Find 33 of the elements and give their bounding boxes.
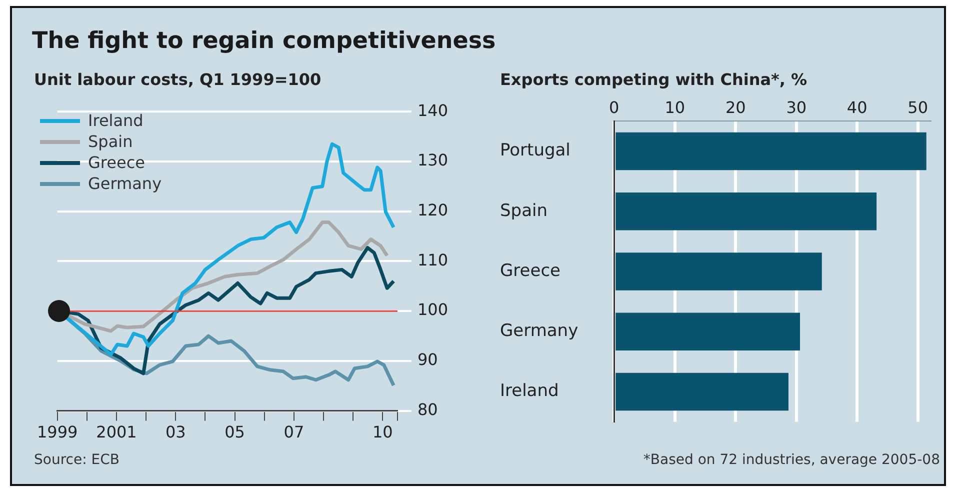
y-tick-label: 100 [417, 300, 448, 320]
x-tick-label: 05 [224, 422, 245, 442]
chart-title: The fight to regain competitiveness [32, 28, 496, 54]
x-tick-label: 0 [609, 98, 620, 117]
x-tick-label: 40 [846, 98, 868, 117]
y-tick-label: Portugal [500, 140, 570, 161]
y-tick-label: Germany [500, 321, 578, 342]
y-tick-label: 120 [417, 200, 448, 220]
y-tick-label: 110 [417, 250, 448, 270]
x-tick-label: 03 [165, 422, 186, 442]
x-tick-label: 1999 [37, 422, 78, 442]
legend-label: Germany [88, 173, 162, 194]
y-tick-label: Greece [500, 260, 561, 281]
y-tick-label: Ireland [500, 381, 559, 402]
legend-label: Ireland [88, 110, 144, 131]
x-tick-label: 2001 [96, 422, 137, 442]
y-tick-label: 80 [417, 400, 438, 419]
x-tick-label: 30 [786, 98, 807, 117]
y-tick-label: 90 [417, 350, 438, 370]
x-tick-label: 10 [372, 422, 393, 442]
y-tick-label: 140 [417, 100, 448, 120]
chart-title: Exports competing with China*, % [500, 70, 808, 91]
y-tick-label: 130 [417, 150, 448, 170]
y-tick-label: Spain [500, 200, 548, 221]
legend-label: Greece [88, 152, 145, 173]
x-tick-label: 07 [284, 422, 304, 442]
legend-label: Spain [88, 131, 133, 152]
x-tick-label: 50 [908, 98, 928, 117]
chart-subtitle: Unit labour costs, Q1 1999=100 [34, 70, 322, 91]
x-tick-label: 20 [725, 98, 746, 117]
x-tick-label: 10 [664, 98, 686, 117]
text: *Based on 72 industries, average 2005-08 [642, 452, 940, 468]
source-note: Source: ECB [34, 452, 120, 468]
